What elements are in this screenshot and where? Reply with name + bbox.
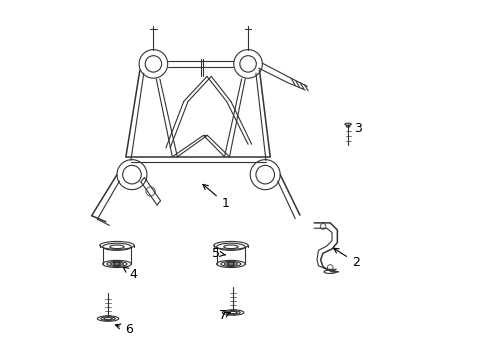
Text: 4: 4	[123, 267, 137, 281]
Text: 1: 1	[203, 184, 229, 210]
Text: 7: 7	[218, 309, 229, 322]
Text: 6: 6	[115, 323, 132, 336]
Text: 2: 2	[333, 248, 359, 269]
Text: 3: 3	[354, 122, 362, 135]
Text: 5: 5	[211, 247, 225, 260]
